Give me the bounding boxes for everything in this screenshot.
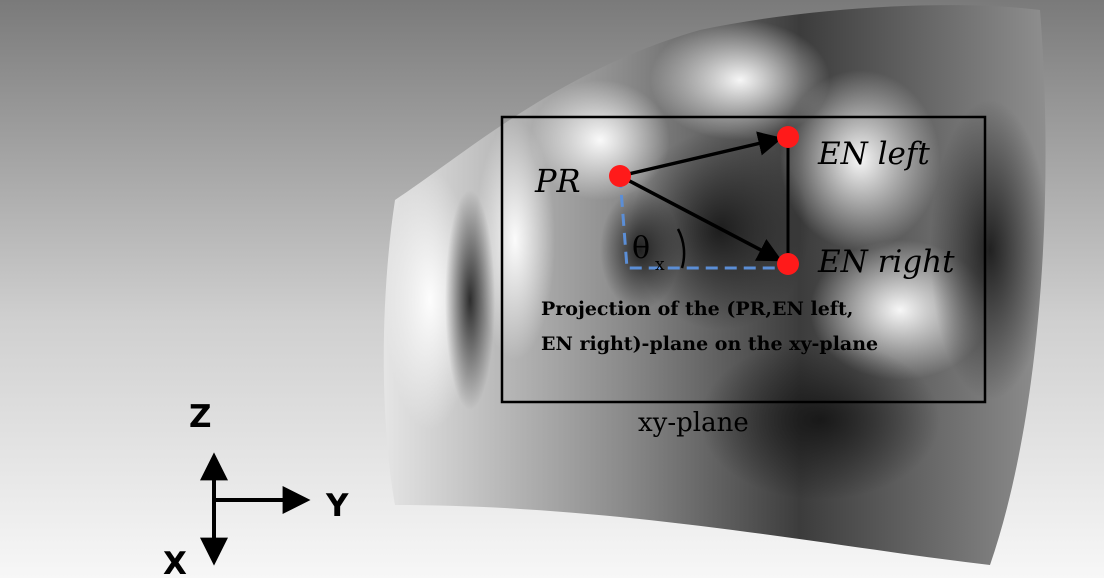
angle-arc [676,228,686,269]
landmark-pr-point [609,165,631,187]
xy-plane-frame [500,115,987,404]
angle-symbol: θ [632,231,650,266]
z-axis-label: Z [189,399,211,435]
axis-triad: Z Y X [163,399,349,578]
vector-pr-to-en-left [619,131,783,178]
face-surface [383,5,1046,566]
projection-dashed-line [618,175,788,270]
projection-note-line-2: EN right)-plane on the xy-plane [541,333,878,355]
landmark-en-left-point [777,126,799,148]
label-pr: PR [534,162,581,200]
y-axis-label: Y [325,488,349,524]
vector-pr-to-en-right [619,174,783,262]
x-axis-label: X [163,546,187,578]
xy-plane-label: xy-plane [638,408,749,438]
angle-subscript: x [655,255,665,275]
projection-note-line-1: Projection of the (PR,EN left, [541,298,853,320]
label-en-left: EN left [817,136,930,172]
label-en-right: EN right [817,244,955,280]
landmark-en-right-point [777,253,799,275]
